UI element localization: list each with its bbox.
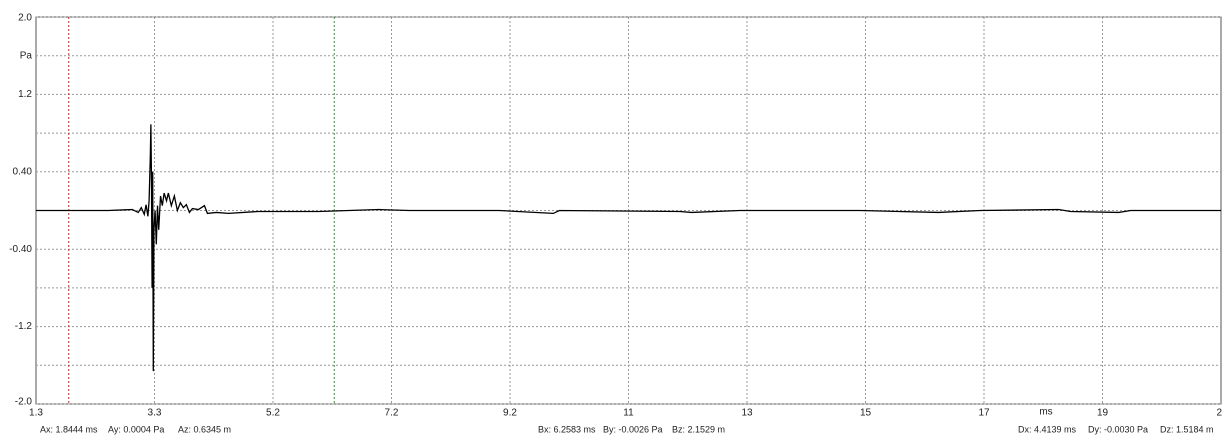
x-tick-label: 1.3 — [29, 408, 43, 419]
y-tick-label: 2.0 — [18, 13, 32, 24]
y-tick-label: -0.40 — [9, 244, 32, 255]
x-tick-label: 13 — [741, 408, 753, 419]
cursor-readout: Ay: 0.0004 Pa — [108, 424, 164, 434]
cursor-readout: Ax: 1.8444 ms — [40, 424, 98, 434]
cursor-readout: By: -0.0026 Pa — [603, 424, 663, 434]
x-axis-label: ms — [1039, 407, 1052, 418]
x-tick-label: 2 — [1216, 408, 1222, 419]
y-tick-label: -1.2 — [15, 321, 33, 332]
delta-readout: Dx: 4.4139 ms — [1018, 424, 1077, 434]
x-tick-label: 17 — [978, 408, 990, 419]
cursor-readout: Bx: 6.2583 ms — [538, 424, 596, 434]
cursor-readout: Bz: 2.1529 m — [672, 424, 725, 434]
x-tick-label: 19 — [1097, 408, 1109, 419]
y-tick-label: 1.2 — [18, 89, 32, 100]
x-tick-label: 11 — [623, 408, 634, 419]
delta-readout: Dz: 1.5184 m — [1160, 424, 1214, 434]
x-tick-label: 3.3 — [148, 408, 162, 419]
signal-line — [36, 124, 1221, 372]
x-tick-label: 5.2 — [266, 408, 280, 419]
y-tick-label: 0.40 — [13, 166, 33, 177]
x-tick-label: 9.2 — [503, 408, 517, 419]
y-tick-label: -2.0 — [15, 397, 33, 408]
x-tick-label: 15 — [860, 408, 872, 419]
x-tick-label: 7.2 — [385, 408, 399, 419]
cursor-readout: Az: 0.6345 m — [178, 424, 231, 434]
y-axis-label: Pa — [20, 50, 33, 61]
delta-readout: Dy: -0.0030 Pa — [1088, 424, 1148, 434]
